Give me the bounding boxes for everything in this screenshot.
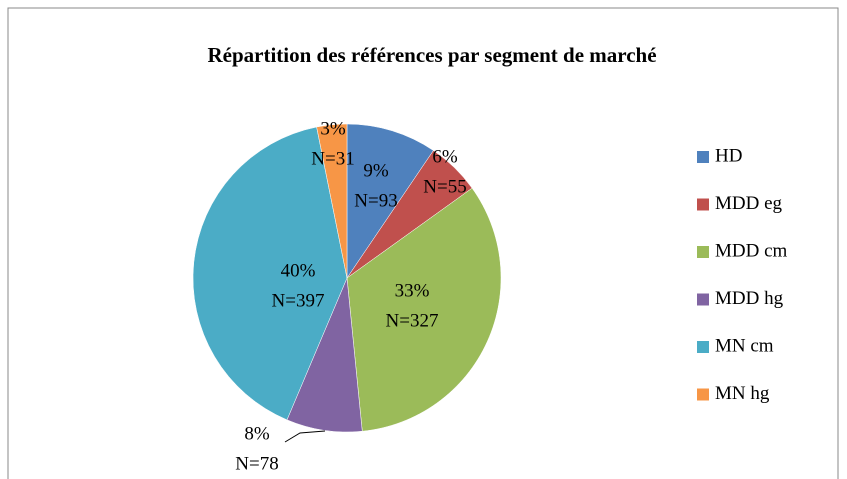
pie-slice: [346, 187, 502, 432]
data-label: N=93: [354, 190, 397, 211]
legend-swatch: [697, 246, 709, 258]
legend-label: MDD cm: [715, 240, 788, 261]
data-label: 6%: [432, 146, 458, 167]
legend-swatch: [697, 341, 709, 353]
pie-slice: [346, 123, 434, 279]
data-label: N=397: [272, 290, 325, 311]
data-label: N=327: [386, 310, 439, 331]
legend-swatch: [697, 388, 709, 401]
chart-title: Répartition des références par segment d…: [207, 43, 656, 67]
legend-swatch: [697, 151, 709, 163]
legend-label: MN cm: [715, 335, 774, 356]
data-label: 33%: [395, 280, 430, 301]
data-label: 3%: [320, 118, 346, 139]
pie-slice: [192, 126, 348, 421]
data-label: 9%: [363, 160, 389, 181]
data-label: 8%: [244, 423, 270, 444]
legend-swatch: [697, 293, 709, 306]
pie-slice: [316, 123, 348, 279]
data-label: 40%: [281, 260, 316, 281]
chart-frame: [7, 7, 839, 479]
legend-label: MDD hg: [715, 288, 784, 309]
legend-label: HD: [715, 145, 742, 166]
data-label: N=31: [311, 148, 354, 169]
legend-label: MN hg: [715, 383, 770, 404]
legend-label: MDD eg: [715, 193, 783, 214]
leader-line: [284, 430, 326, 443]
data-label: N=55: [423, 176, 466, 197]
data-label: N=78: [235, 453, 278, 474]
legend-swatch: [697, 198, 709, 211]
